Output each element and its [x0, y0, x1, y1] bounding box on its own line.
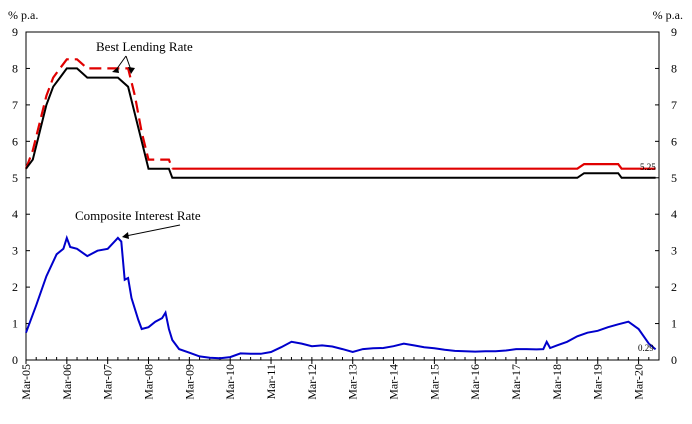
- y-tick-label-right: 5: [671, 171, 677, 185]
- x-tick-label: Mar-11: [264, 364, 278, 399]
- annotation-best-lending-rate: Best Lending Rate: [96, 39, 193, 54]
- labels-layer: Best Lending Rate Composite Interest Rate…: [75, 39, 656, 353]
- y-tick-label-right: 6: [671, 134, 677, 148]
- x-tick-label: Mar-12: [305, 364, 319, 400]
- x-tick-label: Mar-07: [101, 364, 115, 400]
- annotation-pointer: [125, 224, 181, 237]
- end-label-composite: 0.29: [638, 343, 654, 353]
- y-tick-label-right: 7: [671, 98, 677, 112]
- y-tick-label-left: 4: [12, 207, 18, 221]
- annotation-composite-interest-rate: Composite Interest Rate: [75, 208, 201, 223]
- x-tick-label: Mar-17: [509, 364, 523, 400]
- x-tick-label: Mar-06: [60, 364, 74, 400]
- y-tick-label-right: 2: [671, 280, 677, 294]
- x-tick-label: Mar-19: [591, 364, 605, 400]
- x-tick-label: Mar-10: [223, 364, 237, 400]
- y-tick-label-right: 4: [671, 207, 677, 221]
- x-tick-label: Mar-20: [632, 364, 646, 400]
- x-tick-label: Mar-08: [142, 364, 156, 400]
- end-label-blr: 5.25: [640, 162, 656, 172]
- series-line-blr_a-dashed: [24, 58, 174, 170]
- x-tick-label: Mar-14: [387, 364, 401, 400]
- y-tick-label-right: 1: [671, 317, 677, 331]
- arrow-head: [112, 67, 119, 73]
- arrow-head: [122, 232, 129, 239]
- y-tick-label-right: 0: [671, 353, 677, 367]
- y-tick-label-right: 9: [671, 25, 677, 39]
- x-tick-label: Mar-16: [468, 364, 482, 400]
- y-unit-left: % p.a.: [8, 8, 38, 22]
- series-line-blr_b: [25, 67, 656, 179]
- y-tick-label-left: 2: [12, 280, 18, 294]
- axes: 0 0 1 1 2 2 3 3 4 4 5 5 6 6 7 7 8 8 9 9 % p.a. % p.a. Mar-05 Ma…: [8, 8, 683, 400]
- y-tick-label-left: 1: [12, 317, 18, 331]
- x-tick-label: Mar-09: [182, 364, 196, 400]
- y-tick-label-left: 6: [12, 134, 18, 148]
- y-tick-label-left: 9: [12, 25, 18, 39]
- y-tick-label-left: 0: [12, 353, 18, 367]
- x-tick-label: Mar-13: [346, 364, 360, 400]
- x-tick-label: Mar-18: [550, 364, 564, 400]
- series-layer: [24, 58, 657, 360]
- arrow-head: [128, 67, 135, 74]
- y-tick-label-right: 8: [671, 61, 677, 75]
- y-tick-label-left: 7: [12, 98, 18, 112]
- series-line-composite: [25, 234, 657, 360]
- y-unit-right: % p.a.: [653, 8, 683, 22]
- y-tick-label-left: 5: [12, 171, 18, 185]
- y-tick-label-left: 8: [12, 61, 18, 75]
- y-tick-label-left: 3: [12, 244, 18, 258]
- x-tick-label: Mar-05: [19, 364, 33, 400]
- y-tick-label-right: 3: [671, 244, 677, 258]
- x-tick-label: Mar-15: [427, 364, 441, 400]
- series-line-blr_a: [172, 163, 656, 170]
